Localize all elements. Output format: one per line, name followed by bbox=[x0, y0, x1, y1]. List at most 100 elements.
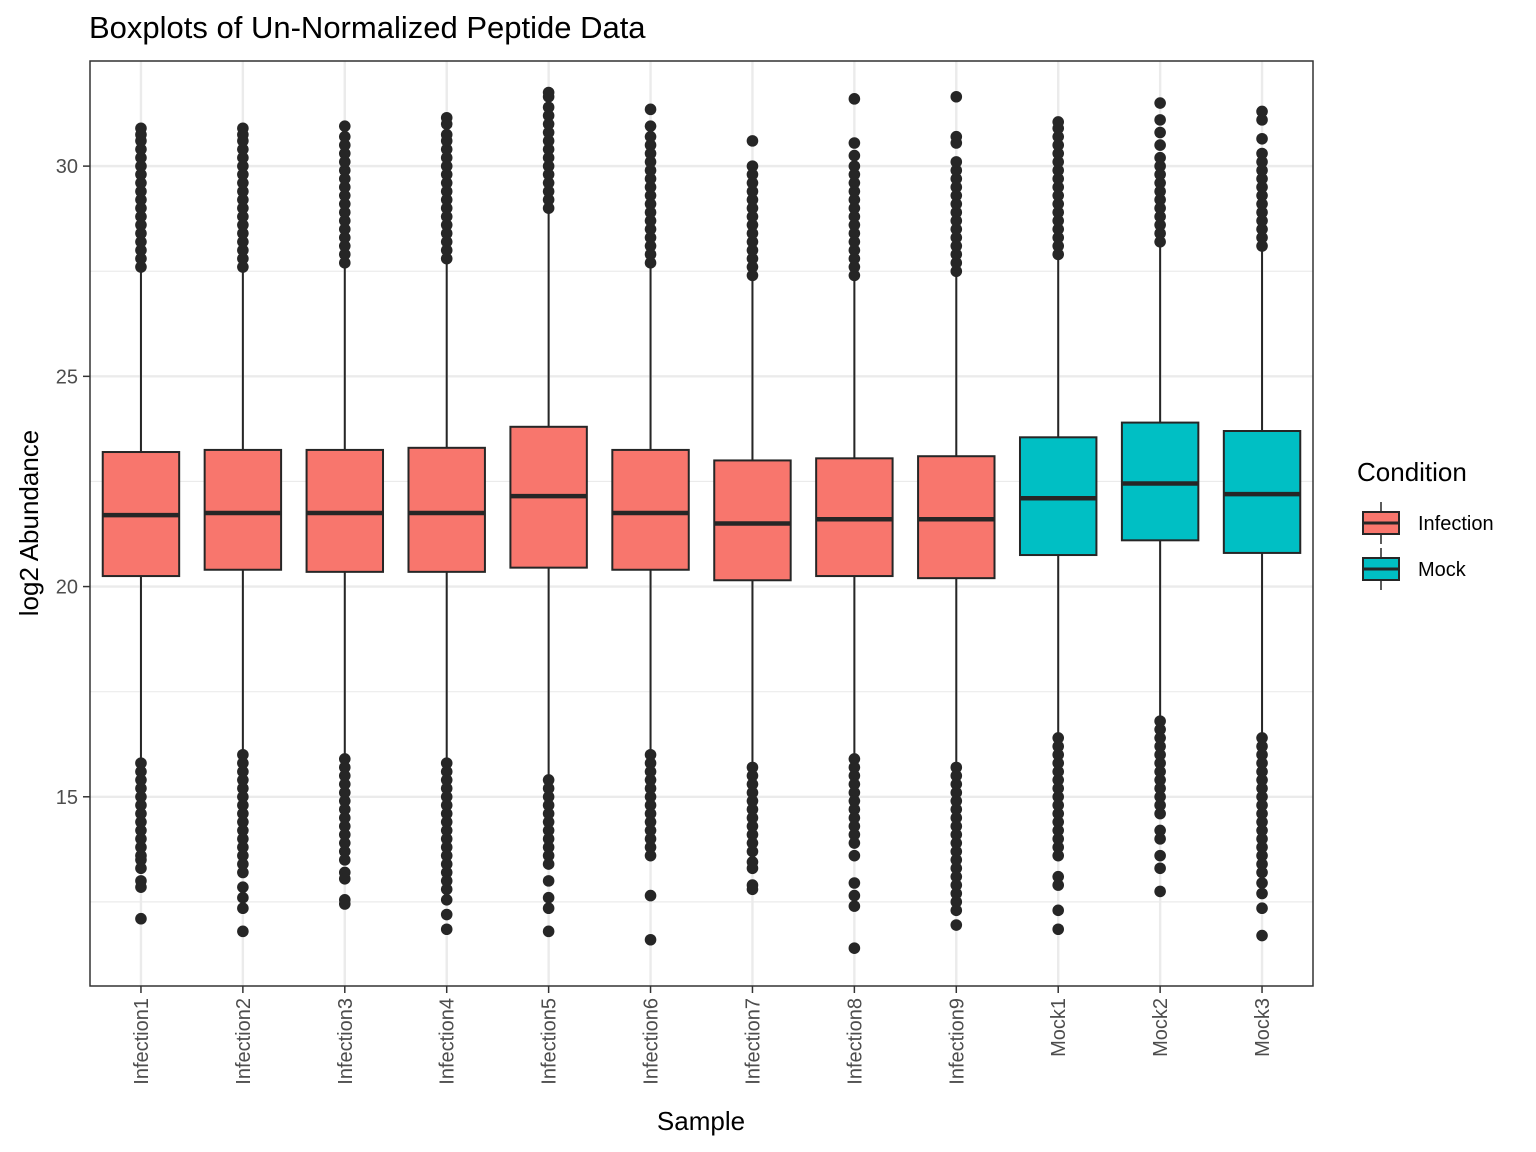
x-tick-label: Infection6 bbox=[641, 998, 663, 1085]
outlier-point bbox=[746, 202, 759, 214]
outlier-point bbox=[848, 227, 861, 240]
outlier-point bbox=[440, 111, 453, 124]
outlier-point bbox=[746, 269, 759, 282]
outlier-point bbox=[644, 933, 657, 946]
outlier-point bbox=[644, 833, 657, 845]
outlier-point bbox=[1154, 774, 1166, 786]
outlier-point bbox=[542, 858, 555, 870]
outlier-point bbox=[848, 137, 861, 149]
outlier-point bbox=[1154, 757, 1166, 769]
outlier-point bbox=[1256, 833, 1268, 845]
outlier-point bbox=[237, 925, 249, 938]
legend-entry-infection: Infection bbox=[1362, 502, 1494, 544]
outlier-point bbox=[848, 244, 861, 257]
outlier-point bbox=[746, 786, 759, 799]
outlier-point bbox=[1154, 219, 1166, 231]
outlier-point bbox=[1052, 870, 1065, 883]
outlier-point bbox=[1256, 765, 1268, 778]
outlier-point bbox=[1052, 181, 1065, 193]
outlier-point bbox=[848, 185, 861, 198]
outlier-point bbox=[135, 177, 147, 189]
x-tick-label: Infection3 bbox=[335, 998, 357, 1085]
outlier-point bbox=[237, 261, 249, 273]
outlier-point bbox=[848, 168, 861, 181]
outlier-point bbox=[338, 761, 351, 774]
outlier-point bbox=[644, 164, 657, 177]
outlier-point bbox=[644, 257, 657, 269]
outlier-point bbox=[338, 872, 351, 885]
outlier-point bbox=[440, 143, 453, 156]
outlier-point bbox=[1154, 114, 1166, 126]
outlier-point bbox=[237, 858, 249, 870]
x-tick-label: Infection4 bbox=[437, 998, 459, 1085]
outlier-point bbox=[1154, 97, 1166, 109]
outlier-point bbox=[237, 235, 249, 248]
outlier-point bbox=[1052, 774, 1065, 786]
outlier-point bbox=[338, 240, 351, 252]
outlier-point bbox=[440, 168, 453, 181]
outlier-point bbox=[848, 778, 861, 790]
outlier-point bbox=[338, 795, 351, 807]
outlier-point bbox=[1256, 732, 1268, 744]
outlier-point bbox=[644, 765, 657, 778]
outlier-point bbox=[644, 849, 657, 862]
outlier-point bbox=[440, 824, 453, 837]
outlier-point bbox=[1154, 765, 1166, 778]
outlier-point bbox=[1256, 198, 1268, 210]
outlier-point bbox=[440, 774, 453, 786]
outlier-point bbox=[848, 269, 861, 282]
outlier-point bbox=[135, 824, 147, 837]
outlier-point bbox=[1052, 765, 1065, 778]
outlier-point bbox=[644, 782, 657, 795]
outlier-point bbox=[746, 252, 759, 265]
outlier-point bbox=[1256, 740, 1268, 753]
outlier-point bbox=[542, 135, 555, 147]
outlier-point bbox=[338, 130, 351, 143]
outlier-point bbox=[1256, 189, 1268, 202]
outlier-point bbox=[1256, 782, 1268, 795]
outlier-point bbox=[1256, 816, 1268, 828]
outlier-point bbox=[237, 902, 249, 915]
outlier-point bbox=[542, 86, 555, 99]
outlier-point bbox=[542, 891, 555, 904]
outlier-point bbox=[237, 227, 249, 240]
outlier-point bbox=[1256, 156, 1268, 168]
outlier-point bbox=[237, 185, 249, 198]
outlier-point bbox=[950, 896, 963, 908]
outlier-point bbox=[135, 151, 147, 164]
outlier-point bbox=[1256, 887, 1268, 900]
outlier-point bbox=[542, 833, 555, 845]
outlier-point bbox=[338, 147, 351, 160]
outlier-point bbox=[1256, 240, 1268, 252]
x-tick-label: Mock3 bbox=[1252, 998, 1274, 1057]
outlier-point bbox=[135, 774, 147, 786]
outlier-point bbox=[1154, 168, 1166, 181]
outlier-point bbox=[1052, 824, 1065, 837]
outlier-point bbox=[1052, 198, 1065, 210]
y-axis: 15 20 25 30 bbox=[56, 156, 90, 809]
outlier-point bbox=[950, 803, 963, 816]
outlier-point bbox=[1052, 206, 1065, 219]
outlier-point bbox=[338, 198, 351, 210]
outlier-point bbox=[746, 845, 759, 858]
outlier-point bbox=[1256, 757, 1268, 769]
outlier-point bbox=[135, 143, 147, 156]
outlier-point bbox=[848, 177, 861, 189]
outlier-point bbox=[237, 799, 249, 812]
outlier-point bbox=[848, 753, 861, 765]
outlier-point bbox=[542, 177, 555, 189]
legend: Condition Infection Mock bbox=[1357, 457, 1494, 590]
outlier-point bbox=[237, 849, 249, 862]
outlier-point bbox=[950, 156, 963, 168]
legend-title: Condition bbox=[1357, 457, 1467, 487]
outlier-point bbox=[338, 778, 351, 790]
box-Infection9 bbox=[917, 90, 996, 931]
outlier-point bbox=[1052, 732, 1065, 744]
outlier-point bbox=[440, 227, 453, 240]
outlier-point bbox=[746, 244, 759, 257]
outlier-point bbox=[1154, 185, 1166, 198]
outlier-point bbox=[950, 189, 963, 202]
outlier-point bbox=[135, 244, 147, 257]
outlier-point bbox=[644, 748, 657, 761]
outlier-point bbox=[950, 265, 963, 278]
